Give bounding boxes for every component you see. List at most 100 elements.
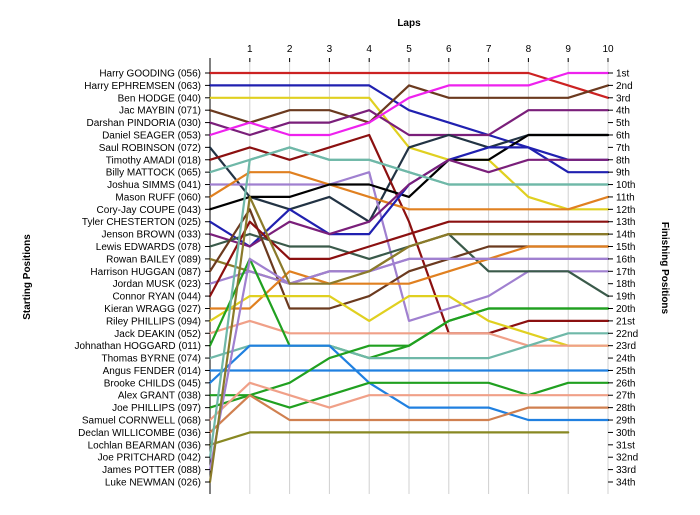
series-line [208, 257, 610, 471]
finishing-position-label: 19th [616, 292, 635, 303]
series-line [208, 71, 610, 99]
finishing-position-label: 17th [616, 267, 635, 278]
series-line [208, 245, 610, 310]
x-tick-label: 3 [327, 44, 333, 55]
finishing-position-label: 20th [616, 304, 635, 315]
series-line [208, 381, 610, 422]
x-tick-label: 7 [486, 44, 492, 55]
driver-label: Brooke CHILDS (045) [104, 378, 201, 389]
finishing-position-label: 9th [616, 168, 630, 179]
driver-label: Joe PRITCHARD (042) [98, 453, 201, 464]
driver-label: Saul ROBINSON (072) [99, 143, 201, 154]
series-line [208, 71, 610, 137]
finishing-position-label: 32nd [616, 453, 638, 464]
driver-label: Kieran WRAGG (027) [104, 304, 201, 315]
finishing-position-label: 10th [616, 180, 635, 191]
finishing-position-label: 30th [616, 428, 635, 439]
driver-label: Alex GRANT (038) [118, 391, 201, 402]
x-tick-label: 1 [247, 44, 253, 55]
driver-label: Jordan MUSK (023) [113, 279, 201, 290]
driver-labels: Harry GOODING (056)Harry EPHREMSEN (063)… [74, 69, 210, 489]
driver-label: Tyler CHESTERTON (025) [82, 217, 201, 228]
finishing-position-label: 3rd [616, 93, 630, 104]
driver-label: Lewis EDWARDS (078) [96, 242, 201, 253]
finishing-position-label: 18th [616, 279, 635, 290]
finishing-position-label: 7th [616, 143, 630, 154]
driver-label: Thomas BYRNE (074) [102, 354, 201, 365]
finishing-position-label: 31st [616, 440, 635, 451]
series-line [208, 319, 610, 347]
series-line [208, 84, 610, 124]
x-ticks: 1 2 3 4 5 6 7 8 9 10 [247, 44, 614, 62]
finishing-position-label: 24th [616, 354, 635, 365]
finishing-position-label: 5th [616, 118, 630, 129]
series-line [208, 307, 610, 397]
driver-label: Declan WILLICOMBE (036) [78, 428, 201, 439]
x-tick-label: 8 [526, 44, 532, 55]
series-line [208, 431, 570, 446]
finishing-position-label: 26th [616, 378, 635, 389]
driver-label: Johnathan HOGGARD (011) [74, 341, 201, 352]
finishing-position-label: 27th [616, 391, 635, 402]
finishing-position-label: 8th [616, 155, 630, 166]
finishing-position-label: 34th [616, 478, 635, 489]
driver-label: Joshua SIMMS (041) [107, 180, 201, 191]
driver-label: Riley PHILLIPS (094) [106, 316, 201, 327]
driver-label: Harry EPHREMSEN (063) [84, 81, 201, 92]
finishing-position-label: 4th [616, 106, 630, 117]
series-line [208, 295, 610, 347]
finishing-labels: 1st2nd3rd4th5th6th7th8th9th10th11th12th1… [608, 69, 638, 489]
driver-label: Darshan PINDORIA (030) [87, 118, 202, 129]
finishing-position-label: 16th [616, 254, 635, 265]
series-line [208, 133, 610, 335]
driver-label: Daniel SEAGER (053) [102, 130, 201, 141]
finishing-position-label: 1st [616, 69, 630, 80]
series-line [208, 133, 610, 211]
finishing-position-label: 2nd [616, 81, 633, 92]
driver-label: Harrison HUGGAN (087) [90, 267, 201, 278]
series-line [208, 220, 610, 298]
series-line [208, 158, 610, 248]
driver-label: Jack DEAKIN (052) [114, 329, 201, 340]
driver-label: Luke NEWMAN (026) [105, 478, 201, 489]
grid [209, 58, 609, 494]
driver-label: Cory-Jay COUPE (043) [97, 205, 201, 216]
finishing-position-label: 13th [616, 217, 635, 228]
finishing-position-label: 21st [616, 316, 635, 327]
finishing-position-label: 15th [616, 242, 635, 253]
series-line [208, 394, 610, 434]
driver-label: James POTTER (088) [102, 465, 201, 476]
finishing-position-label: 29th [616, 416, 635, 427]
driver-label: Jenson BROWN (033) [102, 230, 201, 241]
driver-label: Connor RYAN (044) [112, 292, 201, 303]
series-line [208, 171, 610, 211]
x-tick-label: 2 [287, 44, 293, 55]
x-tick-label: 4 [366, 44, 372, 55]
driver-label: Rowan BAILEY (089) [106, 254, 201, 265]
driver-label: Angus FENDER (014) [103, 366, 201, 377]
series-group [208, 71, 610, 484]
x-tick-label: 10 [602, 44, 614, 55]
x-tick-label: 6 [446, 44, 452, 55]
x-tick-label: 9 [565, 44, 571, 55]
driver-label: Jac MAYBIN (071) [119, 106, 201, 117]
finishing-position-label: 22nd [616, 329, 638, 340]
finishing-position-label: 11th [616, 192, 635, 203]
left-axis-title: Starting Positions [22, 234, 33, 320]
driver-label: Harry GOODING (056) [99, 69, 201, 80]
finishing-position-label: 14th [616, 230, 635, 241]
driver-label: Lochlan BEARMAN (036) [88, 440, 201, 451]
series-line [208, 146, 610, 459]
finishing-position-label: 23rd [616, 341, 636, 352]
series-line [208, 344, 610, 422]
driver-label: Samuel CORNWELL (068) [82, 416, 201, 427]
x-axis-title: Laps [397, 18, 421, 29]
x-tick-label: 5 [406, 44, 412, 55]
finishing-position-label: 6th [616, 130, 630, 141]
finishing-position-label: 33rd [616, 465, 636, 476]
driver-label: Mason RUFF (060) [115, 192, 201, 203]
driver-label: Timothy AMADI (018) [106, 155, 201, 166]
series-line [208, 195, 610, 484]
